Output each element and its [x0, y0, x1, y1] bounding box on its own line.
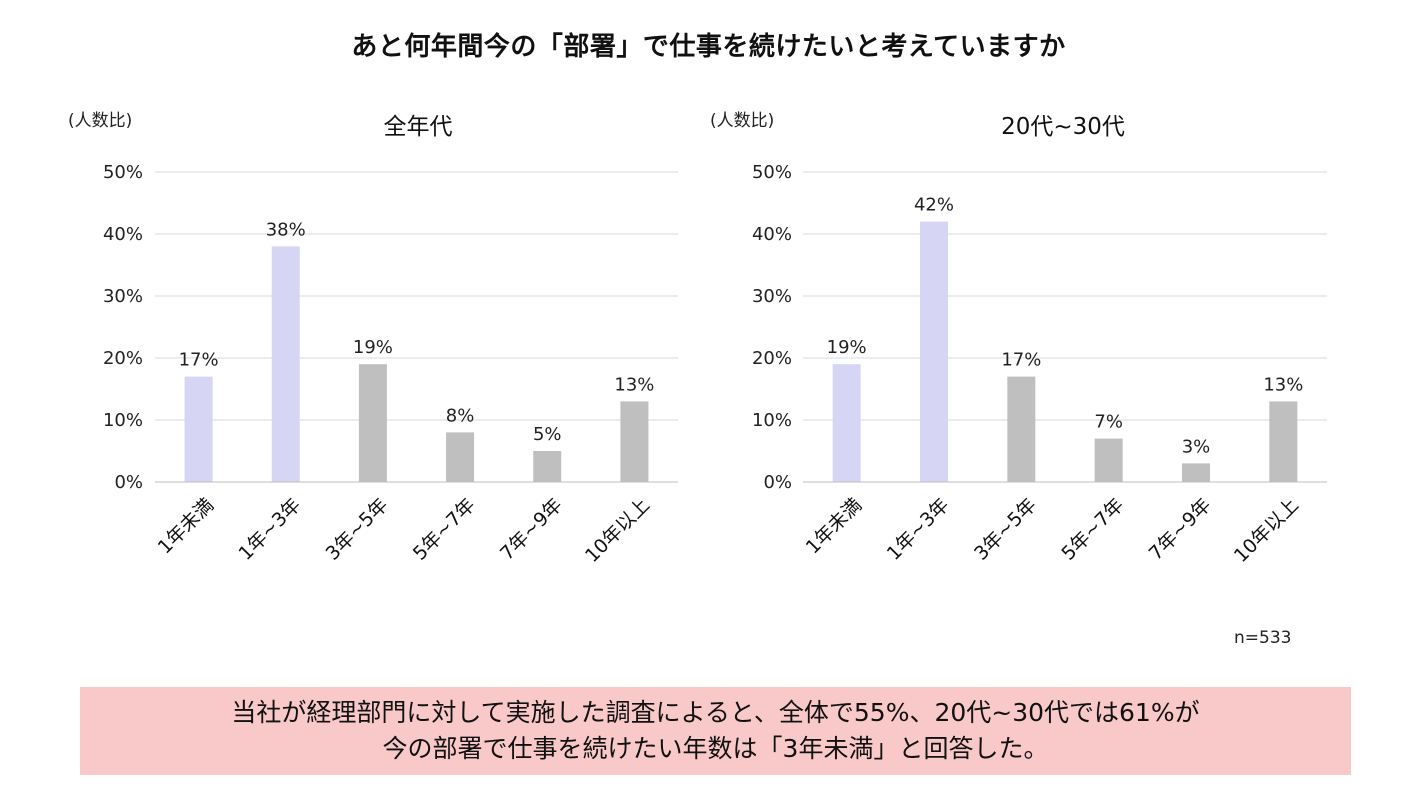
y-tick-label: 50% — [103, 162, 143, 183]
summary-line-2: 今の部署で仕事を続けたい年数は「3年未満」と回答した。 — [382, 734, 1049, 763]
bar — [1269, 401, 1298, 482]
x-tick-label: 1年~3年 — [883, 494, 954, 565]
x-tick-label: 1年未満 — [154, 494, 218, 558]
x-tick-label: 5年~7年 — [1057, 494, 1128, 565]
x-tick-label: 7年~9年 — [496, 494, 567, 565]
data-label: 38% — [266, 219, 306, 240]
y-tick-label: 0% — [114, 472, 143, 493]
summary-line-1: 当社が経理部門に対して実施した調査によると、全体で55%、20代~30代では61… — [231, 698, 1200, 727]
bar — [1182, 463, 1210, 482]
y-tick-label: 30% — [103, 286, 143, 307]
data-label: 42% — [914, 195, 954, 216]
x-tick-label: 3年~5年 — [322, 494, 393, 565]
data-label: 7% — [1094, 412, 1123, 433]
bar — [832, 364, 861, 482]
bar — [620, 401, 649, 482]
bar — [533, 451, 562, 482]
data-label: 5% — [533, 424, 562, 445]
y-axis-label: (人数比) — [68, 111, 132, 131]
bar — [358, 364, 387, 482]
y-tick-label: 40% — [103, 224, 143, 245]
chart-title: 全年代 — [384, 114, 453, 140]
data-label: 19% — [827, 337, 867, 358]
x-tick-label: 1年未満 — [802, 494, 866, 558]
bar — [184, 376, 213, 482]
y-tick-label: 50% — [752, 162, 792, 183]
charts-canvas: 全年代 (人数比) 0% 10% 20% 30% 40% 50% 17% 1年未満 38% 1年~3年… — [68, 111, 1327, 567]
y-tick-label: 10% — [103, 410, 143, 431]
y-tick-label: 30% — [752, 286, 792, 307]
data-label: 13% — [1263, 374, 1303, 395]
x-tick-label: 3年~5年 — [970, 494, 1041, 565]
bar — [1007, 376, 1036, 482]
y-tick-label: 20% — [103, 348, 143, 369]
data-label: 19% — [353, 337, 393, 358]
summary-box: 当社が経理部門に対して実施した調査によると、全体で55%、20代~30代では61… — [80, 687, 1351, 775]
chart-title: 20代~30代 — [1001, 114, 1125, 140]
x-tick-label: 1年~3年 — [234, 494, 305, 565]
y-axis-label: (人数比) — [710, 111, 774, 131]
data-label: 13% — [614, 374, 654, 395]
page-title: あと何年間今の「部署」で仕事を続けたいと考えていますか — [351, 32, 1066, 62]
y-tick-label: 40% — [752, 224, 792, 245]
data-label: 17% — [179, 350, 219, 371]
bar — [1094, 438, 1123, 482]
bar — [271, 246, 300, 482]
x-tick-label: 10年以上 — [1230, 494, 1303, 567]
data-label: 17% — [1001, 350, 1041, 371]
bar — [920, 221, 948, 482]
y-tick-label: 10% — [752, 410, 792, 431]
sample-size-note: n=533 — [1234, 628, 1292, 648]
x-tick-label: 5年~7年 — [409, 494, 480, 565]
bar — [446, 432, 475, 482]
x-tick-label: 10年以上 — [581, 494, 654, 567]
data-label: 8% — [446, 405, 475, 426]
x-tick-label: 7年~9年 — [1145, 494, 1216, 565]
y-tick-label: 0% — [763, 472, 792, 493]
y-tick-label: 20% — [752, 348, 792, 369]
data-label: 3% — [1182, 436, 1211, 457]
